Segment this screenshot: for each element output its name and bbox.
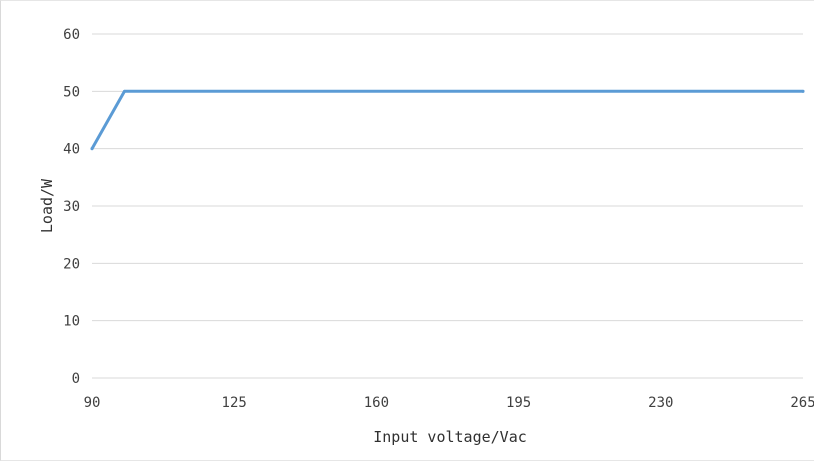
data-point [801, 89, 805, 93]
y-axis-ticks: 0 10 20 30 40 50 60 [63, 27, 80, 387]
x-tick-label: 230 [648, 395, 673, 411]
y-axis-title: Load/W [38, 178, 56, 233]
x-tick-label: 160 [364, 395, 389, 411]
x-tick-label: 195 [506, 395, 531, 411]
y-tick-label: 30 [63, 199, 80, 215]
y-tick-label: 60 [63, 27, 80, 43]
y-tick-label: 0 [72, 371, 80, 387]
x-axis-title: Input voltage/Vac [373, 428, 527, 446]
y-tick-label: 50 [63, 84, 80, 100]
series-layer [90, 89, 805, 151]
y-tick-label: 20 [63, 256, 80, 272]
x-tick-label: 125 [222, 395, 247, 411]
data-point [90, 147, 94, 151]
data-point [123, 89, 127, 93]
series-line-0 [90, 89, 805, 151]
gridlines [92, 33, 803, 379]
x-axis-ticks: 90 125 160 195 230 265 [84, 395, 814, 411]
x-tick-label: 90 [84, 395, 101, 411]
x-tick-label: 265 [790, 395, 814, 411]
y-tick-label: 10 [63, 314, 80, 330]
y-tick-label: 40 [63, 142, 80, 158]
